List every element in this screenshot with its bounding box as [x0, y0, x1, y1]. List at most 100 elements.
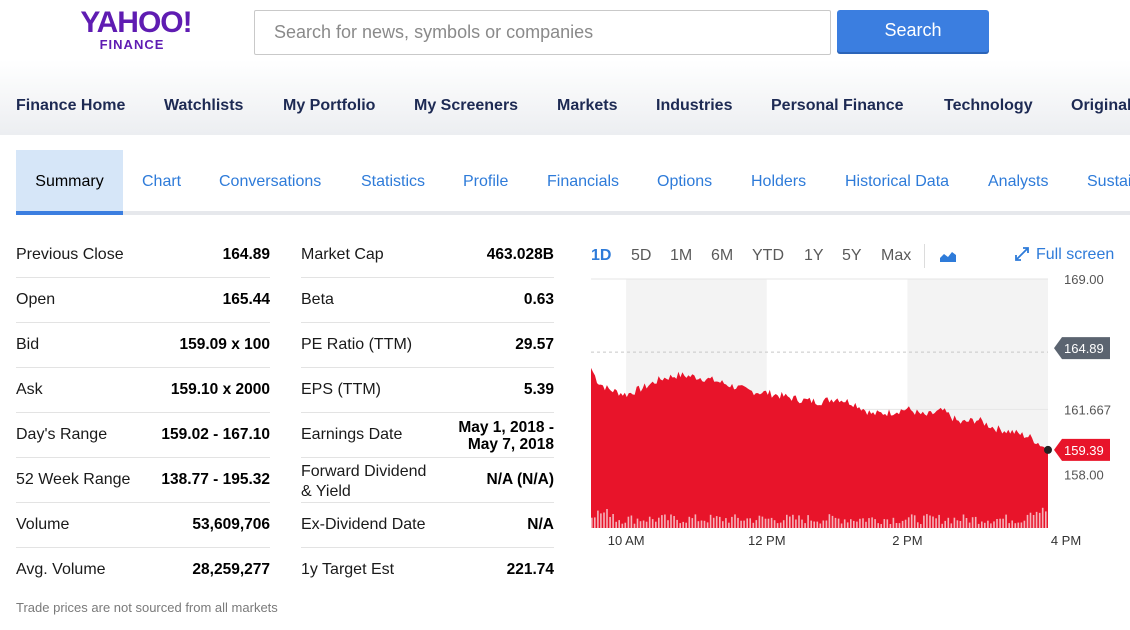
volume-bar	[880, 524, 882, 528]
volume-bar	[795, 519, 797, 528]
row-label: Earnings Date	[301, 426, 403, 443]
volume-bar	[840, 523, 843, 528]
y-tick-label: 169.00	[1064, 272, 1104, 287]
volume-bar	[907, 517, 910, 528]
table-row: Ask 159.10 x 2000	[16, 368, 270, 413]
volume-bar	[871, 517, 873, 528]
earnings-date-start: May 1, 2018 -	[458, 419, 554, 436]
last-price-dot	[1044, 445, 1052, 454]
row-value: 138.77 - 195.32	[161, 471, 270, 488]
range-6m[interactable]: 6M	[711, 247, 734, 264]
nav-technology[interactable]: Technology	[944, 97, 1033, 114]
row-value: 159.10 x 2000	[170, 381, 270, 398]
volume-bar	[776, 523, 779, 528]
volume-bar	[1045, 511, 1047, 528]
row-label: Open	[16, 291, 56, 308]
volume-bar	[786, 514, 788, 528]
tab-analysts[interactable]: Analysts	[988, 173, 1049, 190]
volume-bar	[712, 517, 715, 528]
row-value: N/A (N/A)	[486, 471, 554, 488]
tab-historical-data[interactable]: Historical Data	[845, 173, 950, 190]
range-5d[interactable]: 5D	[631, 247, 652, 264]
tab-profile[interactable]: Profile	[463, 173, 509, 190]
volume-bar	[1023, 520, 1026, 528]
volume-bar	[764, 518, 767, 528]
volume-bar	[618, 520, 620, 528]
range-1d[interactable]: 1D	[591, 247, 612, 264]
table-row: Volume 53,609,706	[16, 503, 270, 548]
volume-bar	[798, 515, 800, 528]
volume-bar	[779, 522, 782, 528]
full-screen-button[interactable]: Full screen	[1014, 246, 1114, 264]
volume-bar	[990, 523, 992, 528]
table-row: 52 Week Range 138.77 - 195.32	[16, 458, 270, 503]
yahoo-finance-logo[interactable]: YAHOO! FINANCE	[76, 8, 196, 52]
row-value: N/A	[527, 516, 554, 533]
range-max[interactable]: Max	[881, 247, 912, 264]
volume-bar	[758, 515, 761, 528]
volume-bar	[843, 519, 846, 528]
row-label: 1y Target Est	[301, 561, 395, 578]
nav-industries[interactable]: Industries	[656, 97, 733, 114]
range-5y[interactable]: 5Y	[842, 247, 862, 264]
search-input[interactable]: Search for news, symbols or companies	[254, 10, 831, 55]
range-1m[interactable]: 1M	[670, 247, 693, 264]
volume-bar	[868, 518, 870, 528]
row-value: 5.39	[523, 381, 554, 398]
volume-bar	[1011, 520, 1013, 528]
tab-summary[interactable]: Summary	[16, 150, 123, 215]
volume-bar	[850, 519, 852, 528]
tab-conversations[interactable]: Conversations	[219, 173, 322, 190]
volume-bar	[1002, 518, 1004, 528]
volume-bar	[1020, 522, 1023, 528]
row-label: 52 Week Range	[16, 471, 131, 488]
nav-my-screeners[interactable]: My Screeners	[414, 97, 519, 114]
nav-watchlists[interactable]: Watchlists	[164, 97, 244, 114]
volume-bar	[1005, 514, 1007, 528]
range-ytd[interactable]: YTD	[752, 247, 784, 264]
volume-bar	[816, 521, 819, 528]
nav-original[interactable]: Original	[1071, 97, 1130, 114]
volume-bar	[932, 516, 934, 528]
volume-bar	[722, 521, 724, 528]
volume-bar	[1035, 511, 1038, 528]
volume-bar	[910, 514, 913, 528]
table-row: Market Cap 463.028B	[301, 233, 554, 278]
volume-bar	[819, 523, 822, 528]
nav-personal-finance[interactable]: Personal Finance	[771, 97, 904, 114]
row-value: May 1, 2018 - May 7, 2018	[458, 419, 554, 453]
x-axis: 10 AM 12 PM 2 PM 4 PM	[608, 533, 1081, 548]
table-row: Bid 159.09 x 100	[16, 323, 270, 368]
price-chart[interactable]: 169.00 161.667 158.00 10 AM 12 PM 2 PM 4 PM 1…	[580, 270, 1125, 555]
tab-holders[interactable]: Holders	[751, 173, 807, 190]
yield-label: & Yield	[301, 483, 351, 500]
x-tick-label: 4 PM	[1051, 533, 1081, 548]
price-area	[591, 359, 1048, 528]
volume-bar	[1017, 522, 1020, 528]
previous-close-value: 164.89	[1064, 341, 1104, 356]
nav-my-portfolio[interactable]: My Portfolio	[283, 97, 376, 114]
y-tick-label: 158.00	[1064, 468, 1104, 483]
tab-sustainability[interactable]: Sustai	[1087, 173, 1130, 190]
range-1y[interactable]: 1Y	[804, 247, 824, 264]
nav-finance-home[interactable]: Finance Home	[16, 97, 126, 114]
volume-bar	[938, 514, 940, 528]
volume-bar	[734, 514, 736, 528]
tab-financials[interactable]: Financials	[547, 173, 620, 190]
volume-bar	[615, 521, 617, 528]
row-value: 0.63	[523, 291, 554, 308]
volume-bar	[865, 521, 867, 528]
tab-chart[interactable]: Chart	[142, 173, 182, 190]
volume-bar	[923, 515, 925, 528]
tab-statistics[interactable]: Statistics	[361, 173, 426, 190]
volume-bar	[624, 522, 627, 528]
volume-bar	[895, 523, 898, 528]
volume-bar	[621, 523, 624, 528]
volume-bar	[801, 519, 803, 528]
search-button[interactable]: Search	[837, 10, 989, 52]
volume-bar	[996, 519, 998, 528]
area-chart-icon[interactable]	[939, 250, 957, 268]
nav-markets[interactable]: Markets	[557, 97, 618, 114]
tab-options[interactable]: Options	[657, 173, 713, 190]
volume-bar	[853, 520, 855, 528]
